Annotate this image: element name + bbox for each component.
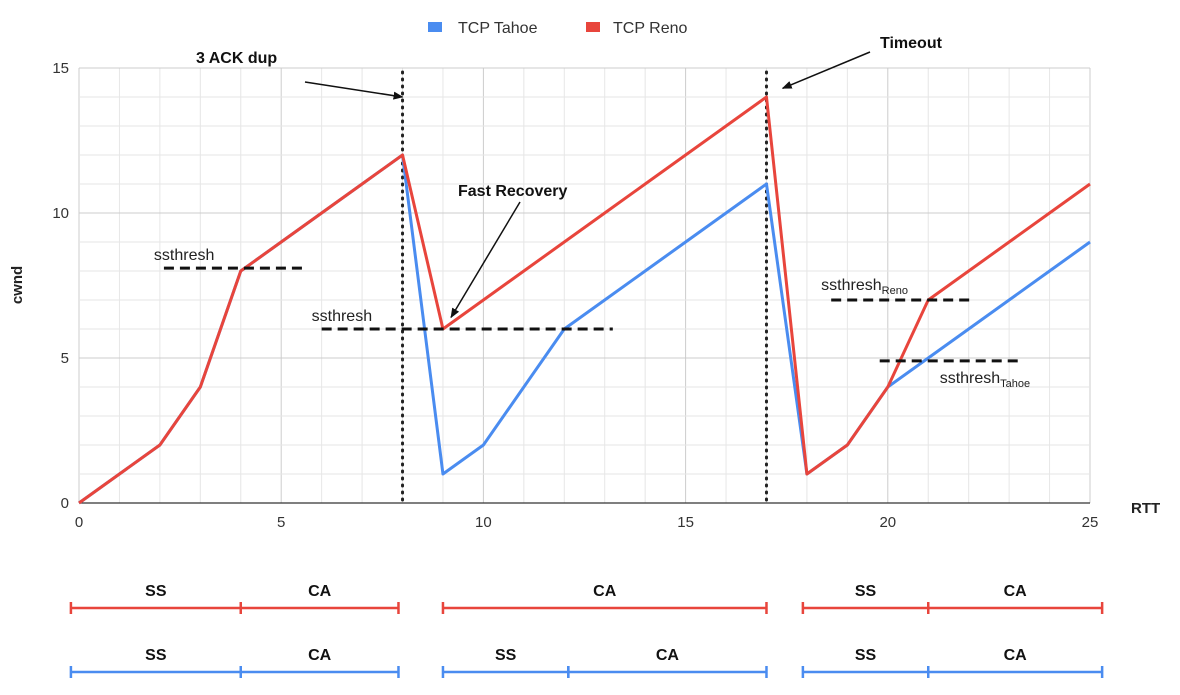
x-tick-label: 10 [475, 514, 492, 531]
grid [78, 67, 1091, 504]
annotation-arrow [304, 81, 404, 100]
phase-label: SS [145, 647, 167, 664]
x-axis-label: RTT [1131, 500, 1160, 517]
x-tick-label: 5 [277, 514, 285, 531]
x-tick-label: 25 [1082, 514, 1099, 531]
phase-label: CA [1004, 583, 1028, 600]
phase-label: SS [855, 583, 877, 600]
series-line-tcp-reno [78, 95, 1091, 505]
phase-bars: SS CA CA SS CA SS CA SS CA SS CA [69, 583, 1104, 678]
x-tick-label: 15 [677, 514, 694, 531]
y-axis-label: cwnd [9, 266, 26, 304]
phase-label: CA [308, 583, 332, 600]
tick-labels: 0 5 10 15 20 25 0 5 10 15 [52, 60, 1098, 531]
threshold-lines: ssthresh ssthresh ssthreshReno ssthreshTaho… [154, 247, 1030, 390]
phase-label: CA [656, 647, 680, 664]
threshold-label: ssthresh [312, 308, 372, 325]
x-tick-label: 20 [879, 514, 896, 531]
series-lines [78, 95, 1091, 505]
phase-label: SS [495, 647, 517, 664]
annotations: 3 ACK dup Fast Recovery Timeout [196, 35, 943, 319]
legend-label-tahoe: TCP Tahoe [458, 20, 538, 37]
annotation-arrow [781, 51, 871, 89]
threshold-label: ssthreshReno [821, 277, 908, 297]
phase-label: SS [145, 583, 167, 600]
legend-label-reno: TCP Reno [613, 20, 688, 37]
annotation-label: 3 ACK dup [196, 50, 277, 67]
y-tick-label: 5 [61, 350, 69, 367]
threshold-label: ssthreshTahoe [940, 370, 1030, 390]
y-tick-label: 15 [52, 60, 69, 77]
phase-label: CA [593, 583, 617, 600]
legend: TCP Tahoe TCP Reno [428, 20, 688, 37]
legend-swatch-tahoe [428, 22, 442, 32]
annotation-label: Timeout [880, 35, 943, 52]
y-tick-label: 0 [61, 495, 69, 512]
phase-label: CA [308, 647, 332, 664]
y-tick-label: 10 [52, 205, 69, 222]
annotation-label: Fast Recovery [458, 183, 567, 200]
legend-swatch-reno [586, 22, 600, 32]
threshold-label-subscript: Reno [882, 285, 908, 297]
phase-label: SS [855, 647, 877, 664]
phase-label: CA [1004, 647, 1028, 664]
threshold-label-subscript: Tahoe [1000, 378, 1030, 390]
x-tick-label: 0 [75, 514, 83, 531]
threshold-label: ssthresh [154, 247, 214, 264]
event-lines [401, 70, 768, 505]
annotation-arrow [450, 201, 521, 319]
